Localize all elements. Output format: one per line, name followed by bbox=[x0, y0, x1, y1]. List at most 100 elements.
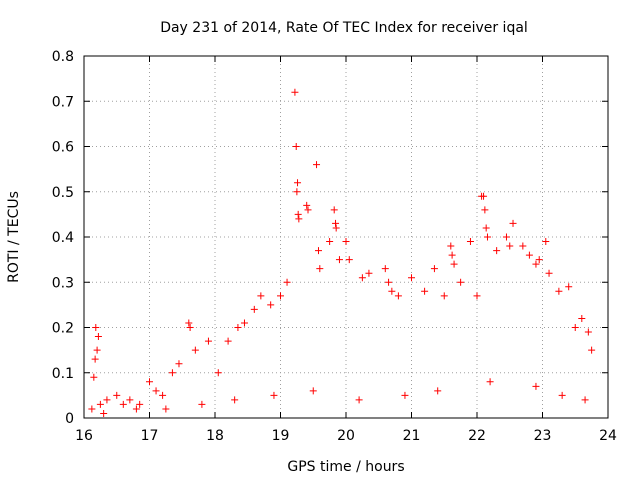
data-point bbox=[335, 256, 343, 264]
data-point bbox=[303, 201, 311, 209]
y-tick-label: 0.7 bbox=[52, 94, 74, 110]
data-point bbox=[175, 360, 183, 368]
data-point bbox=[277, 292, 284, 300]
data-point bbox=[401, 391, 409, 399]
data-point bbox=[292, 143, 300, 150]
data-point bbox=[316, 265, 324, 273]
data-point bbox=[168, 369, 176, 377]
data-point bbox=[345, 256, 353, 264]
x-tick-label: 24 bbox=[599, 428, 617, 444]
data-point bbox=[448, 251, 456, 259]
x-tick-label: 17 bbox=[141, 428, 159, 444]
data-point bbox=[486, 378, 494, 386]
data-point bbox=[502, 233, 510, 241]
data-point bbox=[434, 387, 442, 395]
data-point bbox=[93, 346, 101, 354]
x-tick-label: 23 bbox=[534, 428, 552, 444]
x-tick-label: 20 bbox=[337, 428, 355, 444]
data-point bbox=[295, 215, 303, 223]
data-point bbox=[506, 242, 514, 250]
data-point bbox=[555, 287, 563, 295]
data-point bbox=[545, 269, 553, 277]
data-point bbox=[388, 287, 396, 295]
data-point bbox=[293, 188, 301, 196]
data-point bbox=[482, 224, 490, 232]
data-point bbox=[186, 324, 194, 331]
y-tick-label: 0.3 bbox=[52, 275, 74, 291]
data-point bbox=[332, 219, 340, 227]
data-point bbox=[132, 405, 140, 413]
data-point bbox=[309, 387, 317, 395]
data-point bbox=[332, 224, 340, 232]
data-point bbox=[542, 238, 550, 246]
data-point bbox=[525, 251, 533, 259]
data-point bbox=[240, 319, 248, 327]
data-point bbox=[304, 206, 312, 214]
x-tick-label: 18 bbox=[206, 428, 224, 444]
data-point bbox=[224, 337, 232, 345]
grid-lines bbox=[84, 56, 608, 418]
data-point bbox=[385, 278, 393, 286]
data-point bbox=[581, 396, 589, 404]
data-point bbox=[92, 324, 100, 331]
x-tick-label: 22 bbox=[468, 428, 486, 444]
data-point bbox=[257, 292, 265, 300]
y-tick-label: 0.2 bbox=[52, 321, 74, 337]
data-point bbox=[146, 378, 153, 386]
data-point bbox=[136, 400, 144, 408]
y-tick-label: 0.6 bbox=[52, 140, 74, 156]
data-point bbox=[100, 409, 108, 417]
data-point bbox=[231, 396, 239, 404]
data-point bbox=[483, 233, 491, 241]
data-point bbox=[250, 305, 258, 313]
data-point bbox=[185, 319, 193, 327]
data-point bbox=[365, 269, 373, 277]
data-point bbox=[291, 88, 299, 96]
data-point bbox=[103, 396, 111, 404]
data-point bbox=[584, 328, 592, 336]
data-point bbox=[294, 210, 302, 218]
data-point bbox=[421, 287, 429, 295]
data-point bbox=[94, 333, 102, 341]
data-point bbox=[447, 242, 455, 250]
y-tick-label: 0.4 bbox=[52, 230, 74, 246]
data-point bbox=[96, 400, 104, 408]
data-point bbox=[466, 238, 474, 246]
data-point bbox=[270, 391, 278, 399]
data-point bbox=[126, 396, 134, 404]
data-point bbox=[267, 301, 275, 309]
y-axis-label: ROTI / TECUs bbox=[6, 191, 22, 283]
x-tick-label: 19 bbox=[272, 428, 290, 444]
data-point bbox=[558, 391, 566, 399]
data-point bbox=[162, 405, 170, 413]
data-point bbox=[394, 292, 402, 300]
data-point bbox=[214, 369, 222, 377]
data-point bbox=[578, 314, 586, 322]
data-point bbox=[283, 278, 291, 286]
data-point bbox=[450, 260, 458, 268]
chart-title: Day 231 of 2014, Rate Of TEC Index for r… bbox=[160, 20, 528, 36]
data-point bbox=[113, 391, 121, 399]
data-point bbox=[198, 400, 206, 408]
data-point bbox=[191, 346, 199, 354]
data-point bbox=[408, 274, 415, 282]
data-point bbox=[532, 260, 540, 268]
data-point bbox=[326, 238, 334, 246]
data-point bbox=[440, 292, 448, 300]
data-point bbox=[342, 238, 350, 246]
y-tick-label: 0.1 bbox=[52, 366, 74, 382]
data-point bbox=[480, 192, 488, 200]
data-point bbox=[355, 396, 363, 404]
data-point bbox=[565, 283, 573, 291]
data-point bbox=[313, 161, 321, 169]
data-point bbox=[234, 324, 242, 331]
x-tick-label: 16 bbox=[75, 428, 93, 444]
data-point bbox=[430, 265, 438, 273]
data-point bbox=[358, 274, 366, 282]
data-point bbox=[588, 346, 596, 354]
data-point bbox=[519, 242, 527, 250]
x-tick-label: 21 bbox=[403, 428, 421, 444]
data-point bbox=[571, 324, 579, 331]
data-point bbox=[509, 219, 517, 227]
